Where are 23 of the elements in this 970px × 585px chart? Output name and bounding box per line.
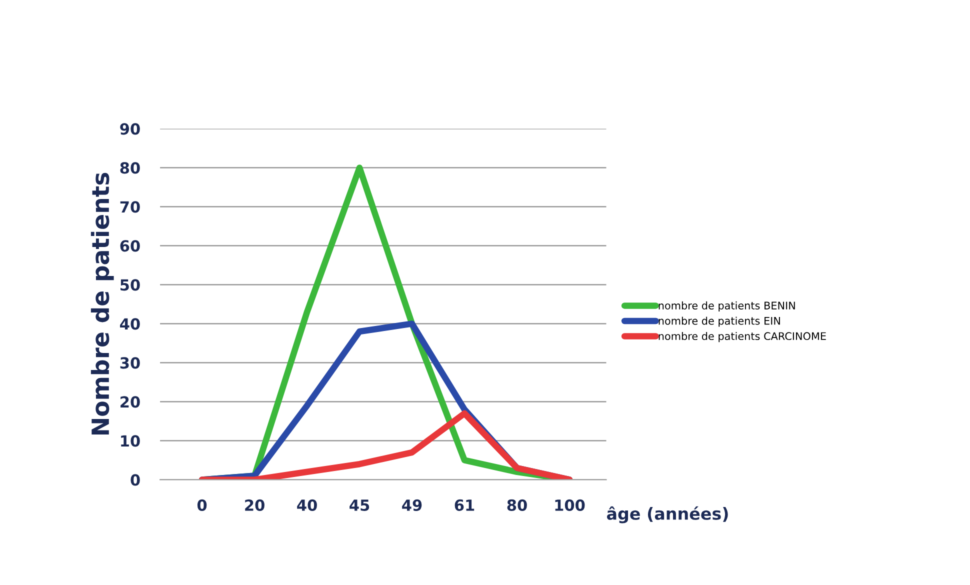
- x-tick-label: 49: [402, 499, 422, 511]
- x-axis-title: âge (années): [606, 506, 728, 524]
- y-axis-title: Nombre de patients: [90, 172, 114, 434]
- legend-label: nombre de patients BENIN: [658, 301, 795, 312]
- x-tick-label: 40: [297, 499, 317, 511]
- y-tick-label: 50: [120, 279, 140, 291]
- y-tick-label: 30: [120, 357, 140, 369]
- x-tick-label: 20: [245, 499, 264, 511]
- x-tick-label: 80: [507, 499, 527, 511]
- y-tick-label: 0: [130, 474, 140, 486]
- x-tick-label: 0: [197, 499, 207, 511]
- legend-label: nombre de patients CARCINOME: [658, 332, 826, 342]
- y-tick-label: 90: [120, 123, 140, 135]
- y-tick-label: 40: [120, 318, 140, 330]
- y-tick-label: 20: [120, 396, 140, 408]
- y-tick-label: 10: [121, 435, 140, 447]
- y-tick-label: 60: [120, 240, 140, 252]
- x-tick-label: 100: [555, 499, 585, 511]
- y-tick-label: 70: [120, 201, 140, 213]
- legend-label: nombre de patients EIN: [658, 316, 780, 327]
- y-tick-label: 80: [120, 162, 140, 174]
- x-tick-label: 61: [454, 499, 474, 511]
- x-tick-label: 45: [350, 500, 370, 511]
